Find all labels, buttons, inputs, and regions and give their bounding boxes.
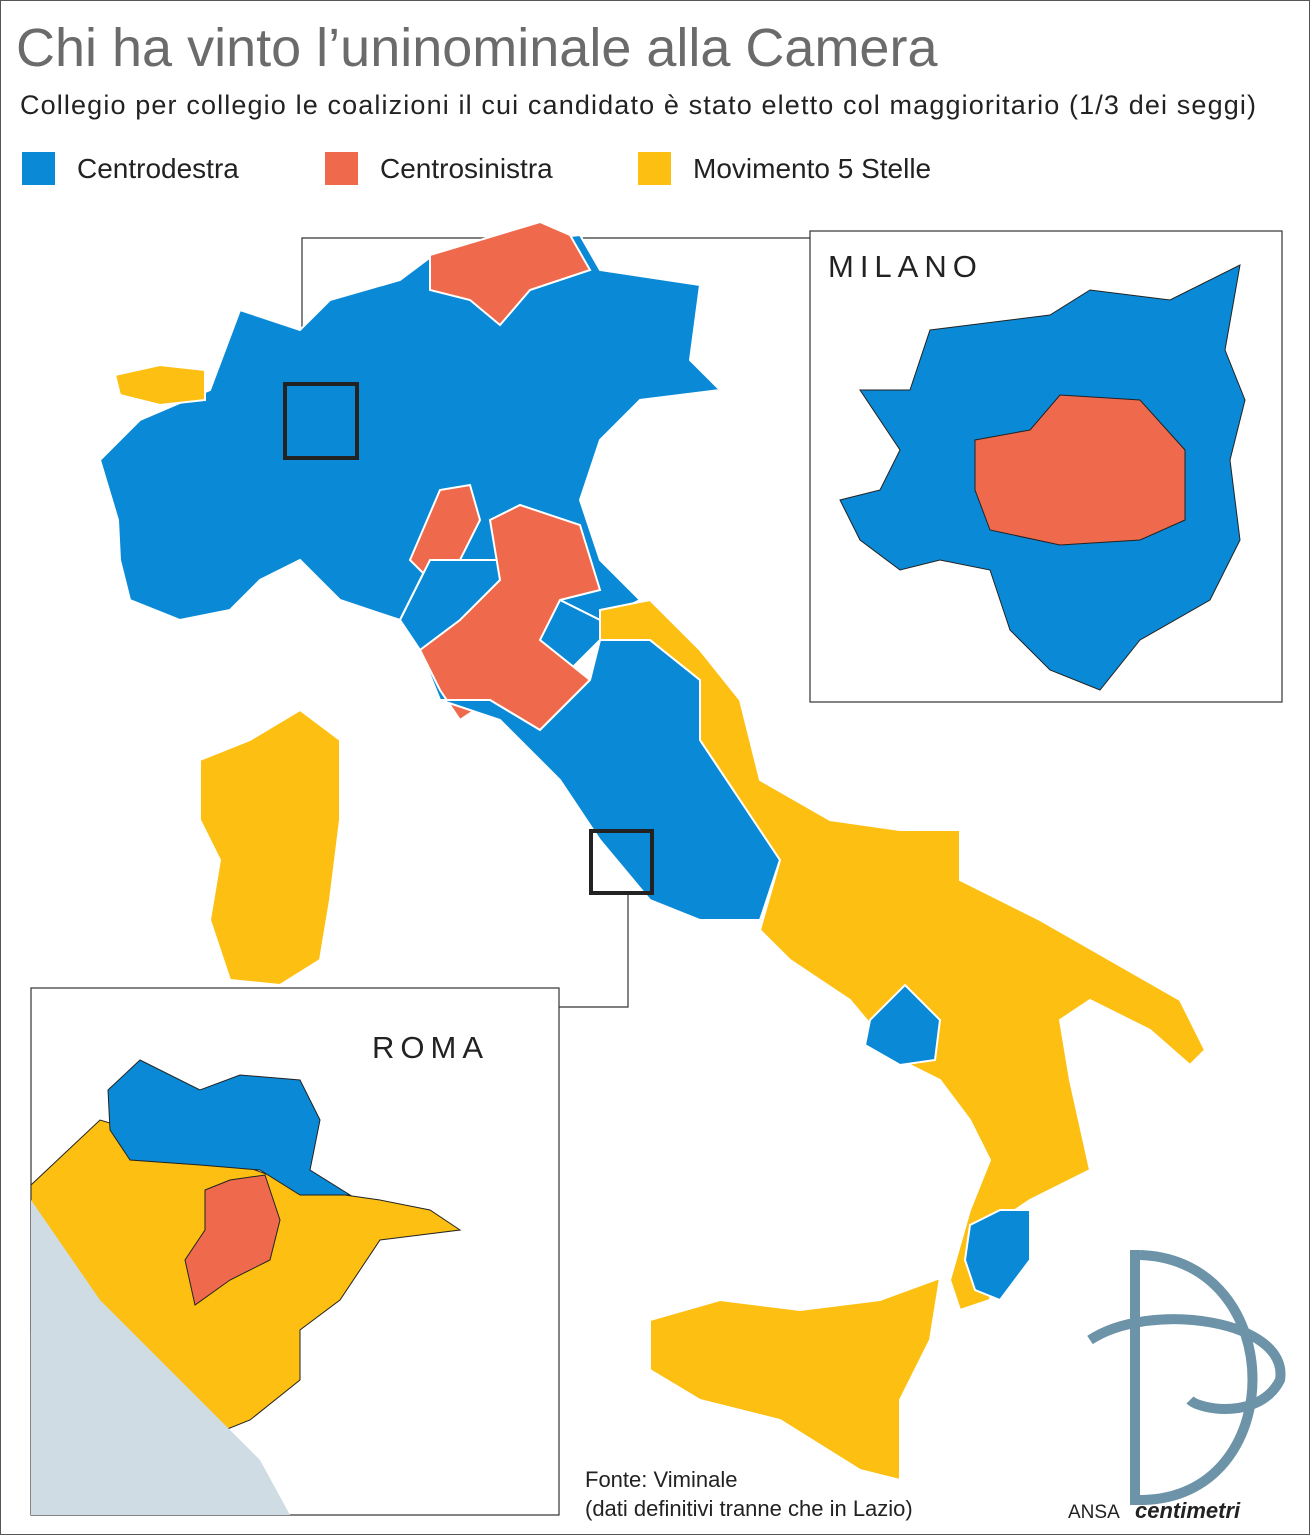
source-line: Fonte: Viminale xyxy=(585,1467,737,1492)
trentino xyxy=(429,220,592,327)
credit-brand: centimetri xyxy=(1135,1498,1241,1523)
calabria xyxy=(963,1209,1031,1302)
basilicata xyxy=(863,983,942,1067)
roma-label: ROMA xyxy=(372,1030,489,1065)
roma-marker xyxy=(589,829,654,895)
legend-swatch xyxy=(638,152,671,185)
sardinia xyxy=(199,708,341,987)
italy-map xyxy=(98,220,1207,1482)
aosta xyxy=(113,363,206,407)
source-line: (dati definitivi tranne che in Lazio) xyxy=(585,1496,913,1521)
milano-label: MILANO xyxy=(828,249,983,284)
legend-label: Centrosinistra xyxy=(380,153,553,184)
legend-label: Centrodestra xyxy=(77,153,239,184)
legend-swatch xyxy=(325,152,358,185)
south xyxy=(599,598,1207,1312)
milano-inset xyxy=(809,230,1283,703)
legend-swatch xyxy=(22,152,55,185)
title: Chi ha vinto l’uninominale alla Camera xyxy=(16,18,938,78)
legend-label: Movimento 5 Stelle xyxy=(693,153,931,184)
logo xyxy=(1087,1250,1286,1505)
milano-marker xyxy=(283,382,359,460)
tuscany xyxy=(418,503,602,732)
credit-agency: ANSA xyxy=(1068,1502,1120,1523)
roma-inset xyxy=(30,987,560,1516)
sicily xyxy=(649,1276,942,1482)
legend: Centrodestra Centrosinistra Movimento 5 St… xyxy=(22,152,931,185)
